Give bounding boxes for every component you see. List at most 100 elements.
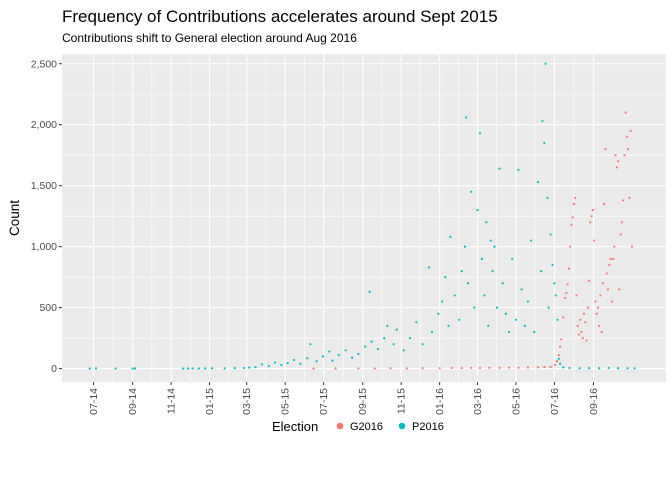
- y-tick-label: 2,500: [31, 58, 57, 70]
- point-g2016: [558, 345, 562, 348]
- point-p2016: [357, 352, 360, 356]
- point-p2016: [181, 367, 185, 370]
- point-p2016: [321, 355, 325, 358]
- point-g2016: [619, 233, 622, 236]
- point-p2016: [544, 62, 547, 65]
- point-g2016: [571, 216, 574, 219]
- point-g2016: [470, 366, 473, 369]
- point-p2016: [483, 294, 486, 297]
- point-g2016: [312, 367, 315, 370]
- point-g2016: [562, 316, 565, 319]
- point-p2016: [315, 360, 318, 363]
- point-g2016: [610, 300, 613, 303]
- point-p2016: [495, 306, 499, 309]
- legend: Election G2016 P2016: [272, 419, 444, 434]
- x-tick-label: 07-16: [549, 388, 561, 415]
- point-g2016: [517, 366, 520, 369]
- point-g2016: [543, 366, 546, 369]
- point-g2016: [601, 282, 605, 285]
- point-p2016: [337, 354, 340, 357]
- legend-items: G2016 P2016: [336, 421, 444, 433]
- point-g2016: [507, 366, 511, 369]
- point-p2016: [554, 294, 557, 297]
- point-g2016: [334, 367, 337, 370]
- point-p2016: [437, 312, 440, 315]
- point-p2016: [233, 367, 236, 370]
- legend-label-p2016: P2016: [412, 421, 444, 433]
- point-p2016: [480, 257, 483, 260]
- point-p2016: [562, 366, 565, 369]
- point-p2016: [248, 366, 251, 369]
- point-p2016: [131, 367, 134, 370]
- point-p2016: [458, 318, 461, 321]
- x-tick-label: 03-15: [241, 388, 253, 415]
- point-p2016: [514, 318, 518, 321]
- point-p2016: [501, 282, 504, 285]
- point-p2016: [470, 190, 473, 193]
- x-tick-label: 11-14: [166, 388, 178, 414]
- point-p2016: [633, 367, 636, 370]
- point-g2016: [629, 129, 632, 132]
- point-g2016: [405, 367, 408, 370]
- point-p2016: [541, 119, 544, 123]
- point-p2016: [421, 343, 424, 346]
- point-g2016: [603, 202, 606, 206]
- point-p2016: [449, 235, 452, 238]
- point-p2016: [447, 324, 450, 328]
- point-p2016: [533, 330, 536, 334]
- point-p2016: [370, 340, 373, 343]
- point-p2016: [328, 350, 331, 353]
- point-g2016: [609, 257, 612, 260]
- point-g2016: [574, 196, 577, 199]
- point-g2016: [596, 306, 600, 309]
- point-p2016: [466, 282, 470, 285]
- point-p2016: [551, 263, 554, 267]
- x-tick-label: 11-15: [396, 388, 408, 414]
- point-g2016: [555, 360, 559, 363]
- point-p2016: [507, 330, 511, 334]
- point-g2016: [628, 196, 631, 199]
- point-g2016: [450, 366, 453, 370]
- point-p2016: [626, 367, 629, 370]
- chart-subtitle: Contributions shift to General election …: [62, 31, 357, 45]
- point-p2016: [557, 357, 560, 360]
- point-g2016: [526, 366, 530, 369]
- point-g2016: [625, 135, 629, 139]
- point-p2016: [543, 141, 546, 145]
- point-g2016: [553, 363, 557, 367]
- point-p2016: [376, 347, 379, 351]
- point-g2016: [594, 300, 597, 303]
- point-p2016: [473, 306, 476, 309]
- point-p2016: [616, 367, 620, 370]
- point-g2016: [498, 366, 501, 369]
- point-g2016: [605, 272, 608, 275]
- point-g2016: [389, 367, 392, 370]
- point-p2016: [526, 300, 530, 303]
- point-p2016: [267, 365, 270, 368]
- point-g2016: [582, 312, 586, 315]
- x-tick-label: 05-15: [280, 388, 292, 415]
- point-p2016: [309, 343, 312, 346]
- point-g2016: [569, 245, 572, 248]
- chart-title: Frequency of Contributions accelerates a…: [62, 7, 498, 26]
- point-p2016: [243, 366, 246, 370]
- point-p2016: [402, 349, 405, 352]
- point-p2016: [536, 180, 540, 184]
- point-p2016: [88, 367, 91, 370]
- point-g2016: [580, 330, 583, 334]
- point-p2016: [453, 294, 456, 297]
- legend-title: Election: [272, 419, 318, 434]
- point-g2016: [577, 333, 581, 336]
- point-p2016: [344, 349, 347, 352]
- point-g2016: [488, 366, 491, 369]
- legend-key-g2016: [336, 422, 344, 430]
- plot-panel: [62, 54, 666, 382]
- x-tick-label: 07-14: [88, 388, 100, 415]
- point-g2016: [590, 215, 593, 218]
- point-p2016: [476, 208, 479, 212]
- point-p2016: [441, 300, 444, 303]
- point-p2016: [427, 266, 431, 269]
- point-g2016: [613, 245, 616, 248]
- point-p2016: [465, 116, 468, 119]
- point-g2016: [615, 166, 618, 169]
